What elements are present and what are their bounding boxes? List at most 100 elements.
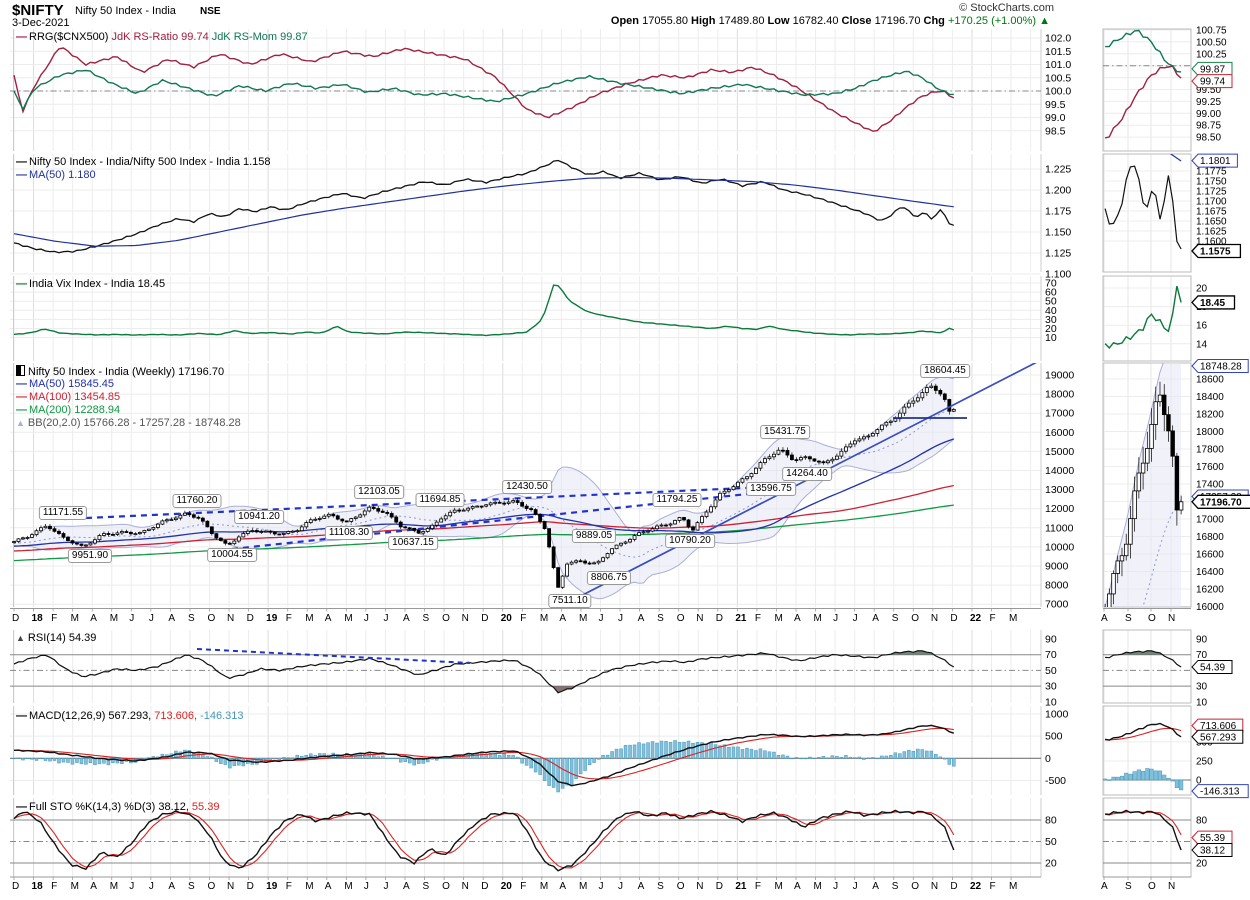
- y-axis-ticks: 1.225 1.200 1.175 1.150 1.125 1.100: [1045, 164, 1071, 281]
- panel-price-mini: [1104, 363, 1184, 607]
- svg-text:19000: 19000: [1045, 370, 1074, 382]
- svg-text:M: M: [540, 613, 548, 624]
- svg-text:M: M: [814, 613, 822, 624]
- svg-text:22: 22: [970, 613, 982, 624]
- svg-text:D: D: [247, 881, 254, 892]
- svg-text:J: J: [618, 881, 623, 892]
- svg-text:250: 250: [1196, 756, 1213, 767]
- grid-row-3: [10, 275, 1192, 362]
- svg-text:M: M: [71, 613, 79, 624]
- vix-line-swatch: —: [16, 278, 27, 290]
- price-annotation: 11794.25: [652, 493, 702, 507]
- svg-text:S: S: [657, 881, 664, 892]
- svg-text:N: N: [227, 881, 234, 892]
- price-annotation: 14264.40: [782, 467, 832, 481]
- svg-text:J: J: [833, 613, 838, 624]
- svg-text:10: 10: [1045, 332, 1057, 344]
- svg-text:20: 20: [1045, 323, 1057, 335]
- svg-text:M: M: [71, 881, 79, 892]
- y-axis-ticks: 90 70 50 30 10: [1045, 634, 1057, 709]
- svg-text:F: F: [755, 613, 761, 624]
- svg-text:M: M: [579, 613, 587, 624]
- svg-text:100.50: 100.50: [1196, 37, 1227, 48]
- svg-text:F: F: [286, 613, 292, 624]
- svg-text:70: 70: [1196, 650, 1208, 661]
- svg-text:A: A: [638, 613, 645, 624]
- panel-rrg: [13, 29, 1182, 139]
- ratio-ma-legend: — MA(50) 1.180: [16, 169, 99, 181]
- y-axis-ticks: 1000 500 0 -500: [1045, 709, 1069, 787]
- svg-text:100.25: 100.25: [1196, 49, 1227, 60]
- y-axis-ticks: 80 50 20: [1045, 815, 1057, 870]
- svg-text:N: N: [1168, 881, 1175, 892]
- svg-text:J: J: [599, 881, 604, 892]
- rrg-line-swatch: —: [16, 31, 27, 43]
- svg-text:S: S: [1125, 613, 1132, 624]
- svg-text:F: F: [990, 613, 996, 624]
- svg-text:D: D: [950, 613, 957, 624]
- ma50-value: MA(50) 15845.45: [29, 378, 114, 390]
- x-axis-months: D 18 F M A M J J A S O N D 19 F M A M J J A S O N D 20 F M A M J J A S O N D…: [12, 881, 1017, 892]
- svg-text:70: 70: [1045, 278, 1057, 290]
- svg-text:J: J: [364, 613, 369, 624]
- svg-text:M: M: [110, 613, 118, 624]
- svg-text:10: 10: [1045, 696, 1057, 708]
- macd-hist-value: -146.313: [200, 710, 244, 722]
- price-annotation: 10004.55: [207, 548, 257, 562]
- bb-legend: ▲ BB(20,2.0) 15766.28 - 17257.28 - 18748.…: [16, 417, 244, 429]
- sto-name: Full STO %K(14,3) %D(3): [29, 801, 156, 813]
- panel-rsi: [13, 648, 1182, 694]
- ma50-swatch: —: [16, 378, 27, 390]
- svg-text:20: 20: [1196, 284, 1208, 295]
- svg-text:J: J: [129, 613, 134, 624]
- open-label: Open: [610, 15, 640, 27]
- svg-text:1.1575: 1.1575: [1200, 247, 1231, 258]
- svg-text:101.0: 101.0: [1045, 59, 1071, 71]
- svg-text:99.5: 99.5: [1045, 99, 1066, 111]
- rrg-rs-mom: JdK RS-Mom 99.87: [211, 31, 308, 43]
- last-value-callouts: 99.8799.741.18011.157518.4518748.2817257…: [1191, 61, 1250, 858]
- grid-row-5: [13, 629, 1192, 704]
- ratio-ma-value: MA(50) 1.180: [29, 169, 96, 181]
- ohlc-row: Open 17055.80 High 17489.80 Low 16782.40…: [611, 15, 1050, 27]
- macd-swatch: —: [16, 710, 27, 722]
- svg-text:A: A: [90, 881, 97, 892]
- exchange: NSE: [200, 6, 221, 17]
- svg-text:O: O: [442, 613, 450, 624]
- svg-text:17000: 17000: [1196, 515, 1224, 526]
- svg-text:A: A: [559, 881, 566, 892]
- y-axis-ticks: 19000 18000 17000 16000 15000 14000 13000 12000…: [1045, 370, 1074, 611]
- svg-text:0: 0: [1045, 753, 1051, 765]
- price-annotation: 11760.20: [172, 494, 222, 508]
- svg-text:1.1650: 1.1650: [1196, 217, 1227, 228]
- svg-text:22: 22: [970, 881, 982, 892]
- main-legend: Nifty 50 Index - India (Weekly) 17196.70: [16, 365, 227, 378]
- rsi-icon: ▲: [16, 633, 25, 643]
- svg-text:A: A: [168, 881, 175, 892]
- price-annotation: 10941.20: [234, 510, 284, 524]
- svg-text:18600: 18600: [1196, 375, 1224, 386]
- svg-text:A: A: [90, 613, 97, 624]
- price-annotation: 9951.90: [67, 549, 113, 563]
- svg-text:99.50: 99.50: [1196, 85, 1221, 96]
- copyright-link[interactable]: © StockCharts.com: [959, 2, 1054, 14]
- ma200-value: MA(200) 12288.94: [29, 404, 121, 416]
- ma100-swatch: —: [16, 391, 27, 403]
- svg-text:18000: 18000: [1045, 389, 1074, 401]
- svg-text:S: S: [892, 881, 899, 892]
- svg-text:F: F: [51, 881, 57, 892]
- y-axis-ticks: 1.17751.17501.17251.17001.16751.16501.16…: [1196, 167, 1227, 248]
- svg-text:16000: 16000: [1045, 427, 1074, 439]
- svg-text:50: 50: [1045, 665, 1057, 677]
- svg-text:17800: 17800: [1196, 445, 1224, 456]
- ma200-swatch: —: [16, 404, 27, 416]
- high-label: High: [691, 15, 716, 27]
- svg-text:16000: 16000: [1196, 602, 1224, 613]
- svg-text:1.175: 1.175: [1045, 206, 1071, 218]
- svg-text:J: J: [853, 613, 858, 624]
- svg-text:1.1801: 1.1801: [1200, 156, 1231, 167]
- svg-text:40: 40: [1045, 305, 1057, 317]
